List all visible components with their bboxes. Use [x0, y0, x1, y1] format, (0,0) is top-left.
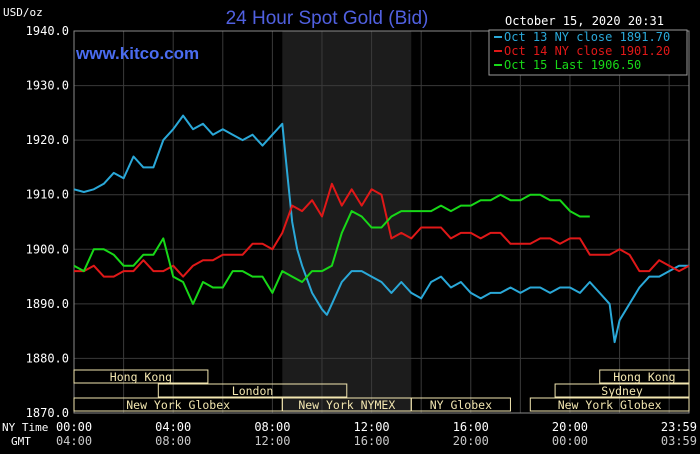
session-label: Hong Kong [613, 370, 675, 384]
price-series [73, 114, 690, 344]
x-tick-ny: 23:59 [661, 420, 697, 434]
x-tick-ny: 00:00 [56, 420, 92, 434]
session-box [410, 397, 511, 412]
series-line-1 [73, 114, 689, 344]
session-box [73, 369, 209, 384]
session-label: New York Globex [126, 398, 230, 412]
date-time: October 15, 2020 20:31 [505, 14, 664, 28]
x-tick-ny: 12:00 [354, 420, 390, 434]
session-label: Hong Kong [110, 370, 172, 384]
y-axis-ticks: 1940.0 1930.0 1920.0 1910.0 1900.0 1890.0 1880… [26, 24, 69, 420]
x-tick-ny: 16:00 [453, 420, 489, 434]
x-tick-gmt: 12:00 [254, 434, 290, 448]
x-tick-ny: 08:00 [254, 420, 290, 434]
x-tick-gmt: 03:59 [661, 434, 697, 448]
y-tick-label: 1870.0 [26, 406, 69, 420]
x-tick-gmt: 16:00 [354, 434, 390, 448]
session-box [157, 383, 348, 398]
y-tick-label: 1890.0 [26, 297, 69, 311]
y-tick-label: 1920.0 [26, 133, 69, 147]
session-box [529, 397, 690, 412]
session-box [599, 369, 690, 384]
x-tick-gmt: 00:00 [552, 434, 588, 448]
legend-box [488, 29, 688, 76]
session-box [554, 383, 690, 398]
ny-time-label: NY Time [2, 421, 48, 434]
x-tick-ny: 20:00 [552, 420, 588, 434]
y-tick-label: 1940.0 [26, 24, 69, 38]
session-label: NY Globex [430, 398, 492, 412]
session-label: New York NYMEX [298, 398, 395, 412]
plot-border [73, 30, 690, 414]
legend-entry: Oct 13 NY close 1891.70 [504, 30, 670, 44]
watermark: www.kitco.com [75, 44, 199, 63]
x-axis-ticks: 00:0004:0004:0008:0008:0012:0012:0016:00… [56, 420, 697, 448]
y-tick-label: 1880.0 [26, 351, 69, 365]
x-tick-gmt: 04:00 [56, 434, 92, 448]
y-tick-label: 1910.0 [26, 188, 69, 202]
legend-entry: Oct 15 Last 1906.50 [504, 58, 641, 72]
series-line-3 [73, 193, 590, 305]
session-label: London [232, 384, 274, 398]
gmt-label: GMT [11, 435, 31, 448]
y-tick-label: 1900.0 [26, 242, 69, 256]
series-line-2 [74, 182, 690, 278]
session-label: Sydney [601, 384, 643, 398]
x-tick-gmt: 08:00 [155, 434, 191, 448]
x-tick-ny: 04:00 [155, 420, 191, 434]
chart-title: 24 Hour Spot Gold (Bid) [226, 8, 429, 29]
y-axis-unit: USD/oz [3, 6, 43, 19]
session-label: New York Globex [558, 398, 662, 412]
legend-entry: Oct 14 NY close 1901.20 [504, 44, 670, 58]
x-tick-gmt: 20:00 [453, 434, 489, 448]
y-tick-label: 1930.0 [26, 79, 69, 93]
